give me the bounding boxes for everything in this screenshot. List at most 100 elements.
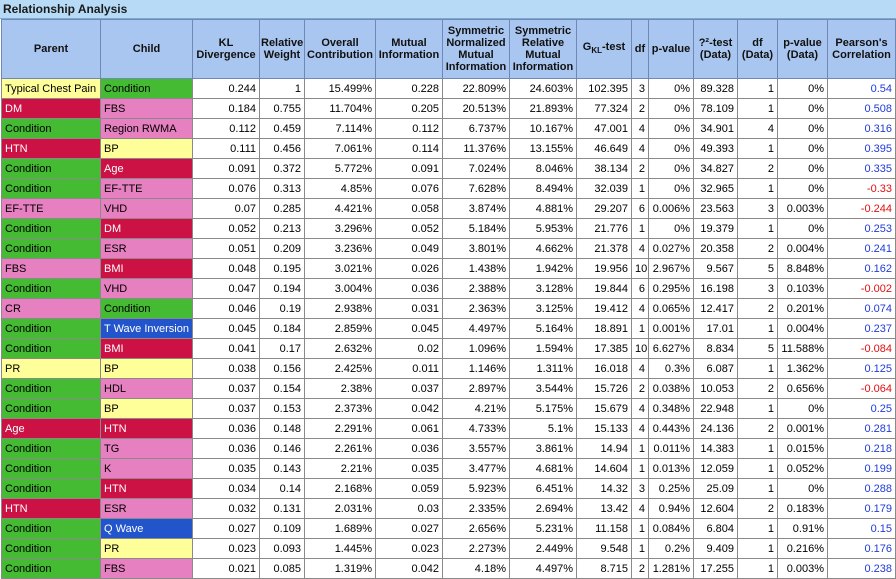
df-cell[interactable]: 3: [631, 78, 649, 99]
p-value-cell[interactable]: 0%: [648, 138, 694, 159]
p-value-data-cell[interactable]: 0%: [777, 178, 828, 199]
mutual-information-cell[interactable]: 0.114: [375, 138, 443, 159]
gkl-test-cell[interactable]: 16.018: [576, 358, 632, 379]
kl-divergence-cell[interactable]: 0.045: [192, 318, 260, 339]
df-data-cell[interactable]: 4: [737, 118, 778, 139]
chi-test-data-cell[interactable]: 6.087: [693, 358, 738, 379]
gkl-test-cell[interactable]: 21.378: [576, 238, 632, 259]
srmi-cell[interactable]: 3.128%: [509, 278, 577, 299]
table-row[interactable]: Condition ESR 0.051 0.209 3.236% 0.049 3.801% 4…: [1, 238, 896, 259]
srmi-cell[interactable]: 6.451%: [509, 478, 577, 499]
mutual-information-cell[interactable]: 0.049: [375, 238, 443, 259]
srmi-cell[interactable]: 3.861%: [509, 438, 577, 459]
overall-contribution-cell[interactable]: 2.632%: [304, 338, 376, 359]
srmi-cell[interactable]: 4.497%: [509, 558, 577, 579]
child-cell[interactable]: ESR: [100, 498, 193, 519]
mutual-information-cell[interactable]: 0.205: [375, 98, 443, 119]
snmi-cell[interactable]: 2.273%: [442, 538, 510, 559]
child-cell[interactable]: HTN: [100, 418, 193, 439]
child-cell[interactable]: Age: [100, 158, 193, 179]
df-data-cell[interactable]: 5: [737, 338, 778, 359]
relative-weight-cell[interactable]: 0.372: [259, 158, 305, 179]
df-cell[interactable]: 1: [631, 458, 649, 479]
table-row[interactable]: HTN ESR 0.032 0.131 2.031% 0.03 2.335% 2.694% 13…: [1, 498, 896, 519]
col-header-chi-test-data[interactable]: ?²-test (Data): [693, 19, 738, 79]
p-value-cell[interactable]: 0%: [648, 98, 694, 119]
overall-contribution-cell[interactable]: 2.859%: [304, 318, 376, 339]
df-cell[interactable]: 4: [631, 298, 649, 319]
child-cell[interactable]: PR: [100, 538, 193, 559]
table-row[interactable]: Condition TG 0.036 0.146 2.261% 0.036 3.557% 3.…: [1, 438, 896, 459]
overall-contribution-cell[interactable]: 2.938%: [304, 298, 376, 319]
relative-weight-cell[interactable]: 0.109: [259, 518, 305, 539]
relative-weight-cell[interactable]: 0.195: [259, 258, 305, 279]
p-value-cell[interactable]: 0.2%: [648, 538, 694, 559]
parent-cell[interactable]: Condition: [1, 238, 101, 259]
pearsons-correlation-cell[interactable]: 0.238: [827, 558, 896, 579]
srmi-cell[interactable]: 8.046%: [509, 158, 577, 179]
chi-test-data-cell[interactable]: 10.053: [693, 378, 738, 399]
p-value-cell[interactable]: 0.295%: [648, 278, 694, 299]
p-value-data-cell[interactable]: 0%: [777, 78, 828, 99]
kl-divergence-cell[interactable]: 0.07: [192, 198, 260, 219]
srmi-cell[interactable]: 1.594%: [509, 338, 577, 359]
snmi-cell[interactable]: 5.184%: [442, 218, 510, 239]
relative-weight-cell[interactable]: 0.194: [259, 278, 305, 299]
gkl-test-cell[interactable]: 9.548: [576, 538, 632, 559]
pearsons-correlation-cell[interactable]: 0.395: [827, 138, 896, 159]
child-cell[interactable]: TG: [100, 438, 193, 459]
gkl-test-cell[interactable]: 11.158: [576, 518, 632, 539]
kl-divergence-cell[interactable]: 0.037: [192, 378, 260, 399]
child-cell[interactable]: Condition: [100, 298, 193, 319]
kl-divergence-cell[interactable]: 0.041: [192, 338, 260, 359]
df-cell[interactable]: 2: [631, 98, 649, 119]
gkl-test-cell[interactable]: 29.207: [576, 198, 632, 219]
relative-weight-cell[interactable]: 0.459: [259, 118, 305, 139]
snmi-cell[interactable]: 20.513%: [442, 98, 510, 119]
pearsons-correlation-cell[interactable]: 0.54: [827, 78, 896, 99]
chi-test-data-cell[interactable]: 9.409: [693, 538, 738, 559]
overall-contribution-cell[interactable]: 15.499%: [304, 78, 376, 99]
pearsons-correlation-cell[interactable]: -0.002: [827, 278, 896, 299]
p-value-cell[interactable]: 0%: [648, 158, 694, 179]
overall-contribution-cell[interactable]: 2.373%: [304, 398, 376, 419]
df-data-cell[interactable]: 1: [737, 318, 778, 339]
kl-divergence-cell[interactable]: 0.047: [192, 278, 260, 299]
srmi-cell[interactable]: 2.694%: [509, 498, 577, 519]
df-data-cell[interactable]: 2: [737, 498, 778, 519]
df-cell[interactable]: 3: [631, 478, 649, 499]
gkl-test-cell[interactable]: 14.604: [576, 458, 632, 479]
overall-contribution-cell[interactable]: 7.061%: [304, 138, 376, 159]
gkl-test-cell[interactable]: 32.039: [576, 178, 632, 199]
kl-divergence-cell[interactable]: 0.112: [192, 118, 260, 139]
col-header-df[interactable]: df: [631, 19, 649, 79]
chi-test-data-cell[interactable]: 6.804: [693, 518, 738, 539]
table-row[interactable]: CR Condition 0.046 0.19 2.938% 0.031 2.363% 3.1…: [1, 298, 896, 319]
col-header-snmi[interactable]: Symmetric Normalized Mutual Information: [442, 19, 510, 79]
overall-contribution-cell[interactable]: 2.168%: [304, 478, 376, 499]
kl-divergence-cell[interactable]: 0.035: [192, 458, 260, 479]
relative-weight-cell[interactable]: 0.755: [259, 98, 305, 119]
overall-contribution-cell[interactable]: 4.85%: [304, 178, 376, 199]
child-cell[interactable]: VHD: [100, 198, 193, 219]
pearsons-correlation-cell[interactable]: 0.253: [827, 218, 896, 239]
parent-cell[interactable]: DM: [1, 98, 101, 119]
mutual-information-cell[interactable]: 0.036: [375, 438, 443, 459]
srmi-cell[interactable]: 5.175%: [509, 398, 577, 419]
snmi-cell[interactable]: 2.388%: [442, 278, 510, 299]
chi-test-data-cell[interactable]: 9.567: [693, 258, 738, 279]
child-cell[interactable]: EF-TTE: [100, 178, 193, 199]
kl-divergence-cell[interactable]: 0.091: [192, 158, 260, 179]
p-value-data-cell[interactable]: 0.91%: [777, 518, 828, 539]
pearsons-correlation-cell[interactable]: 0.241: [827, 238, 896, 259]
df-data-cell[interactable]: 1: [737, 478, 778, 499]
parent-cell[interactable]: Condition: [1, 518, 101, 539]
mutual-information-cell[interactable]: 0.045: [375, 318, 443, 339]
gkl-test-cell[interactable]: 47.001: [576, 118, 632, 139]
table-row[interactable]: Condition BMI 0.041 0.17 2.632% 0.02 1.096% 1.5…: [1, 338, 896, 359]
relative-weight-cell[interactable]: 0.184: [259, 318, 305, 339]
kl-divergence-cell[interactable]: 0.046: [192, 298, 260, 319]
srmi-cell[interactable]: 3.125%: [509, 298, 577, 319]
pearsons-correlation-cell[interactable]: 0.508: [827, 98, 896, 119]
df-data-cell[interactable]: 1: [737, 538, 778, 559]
